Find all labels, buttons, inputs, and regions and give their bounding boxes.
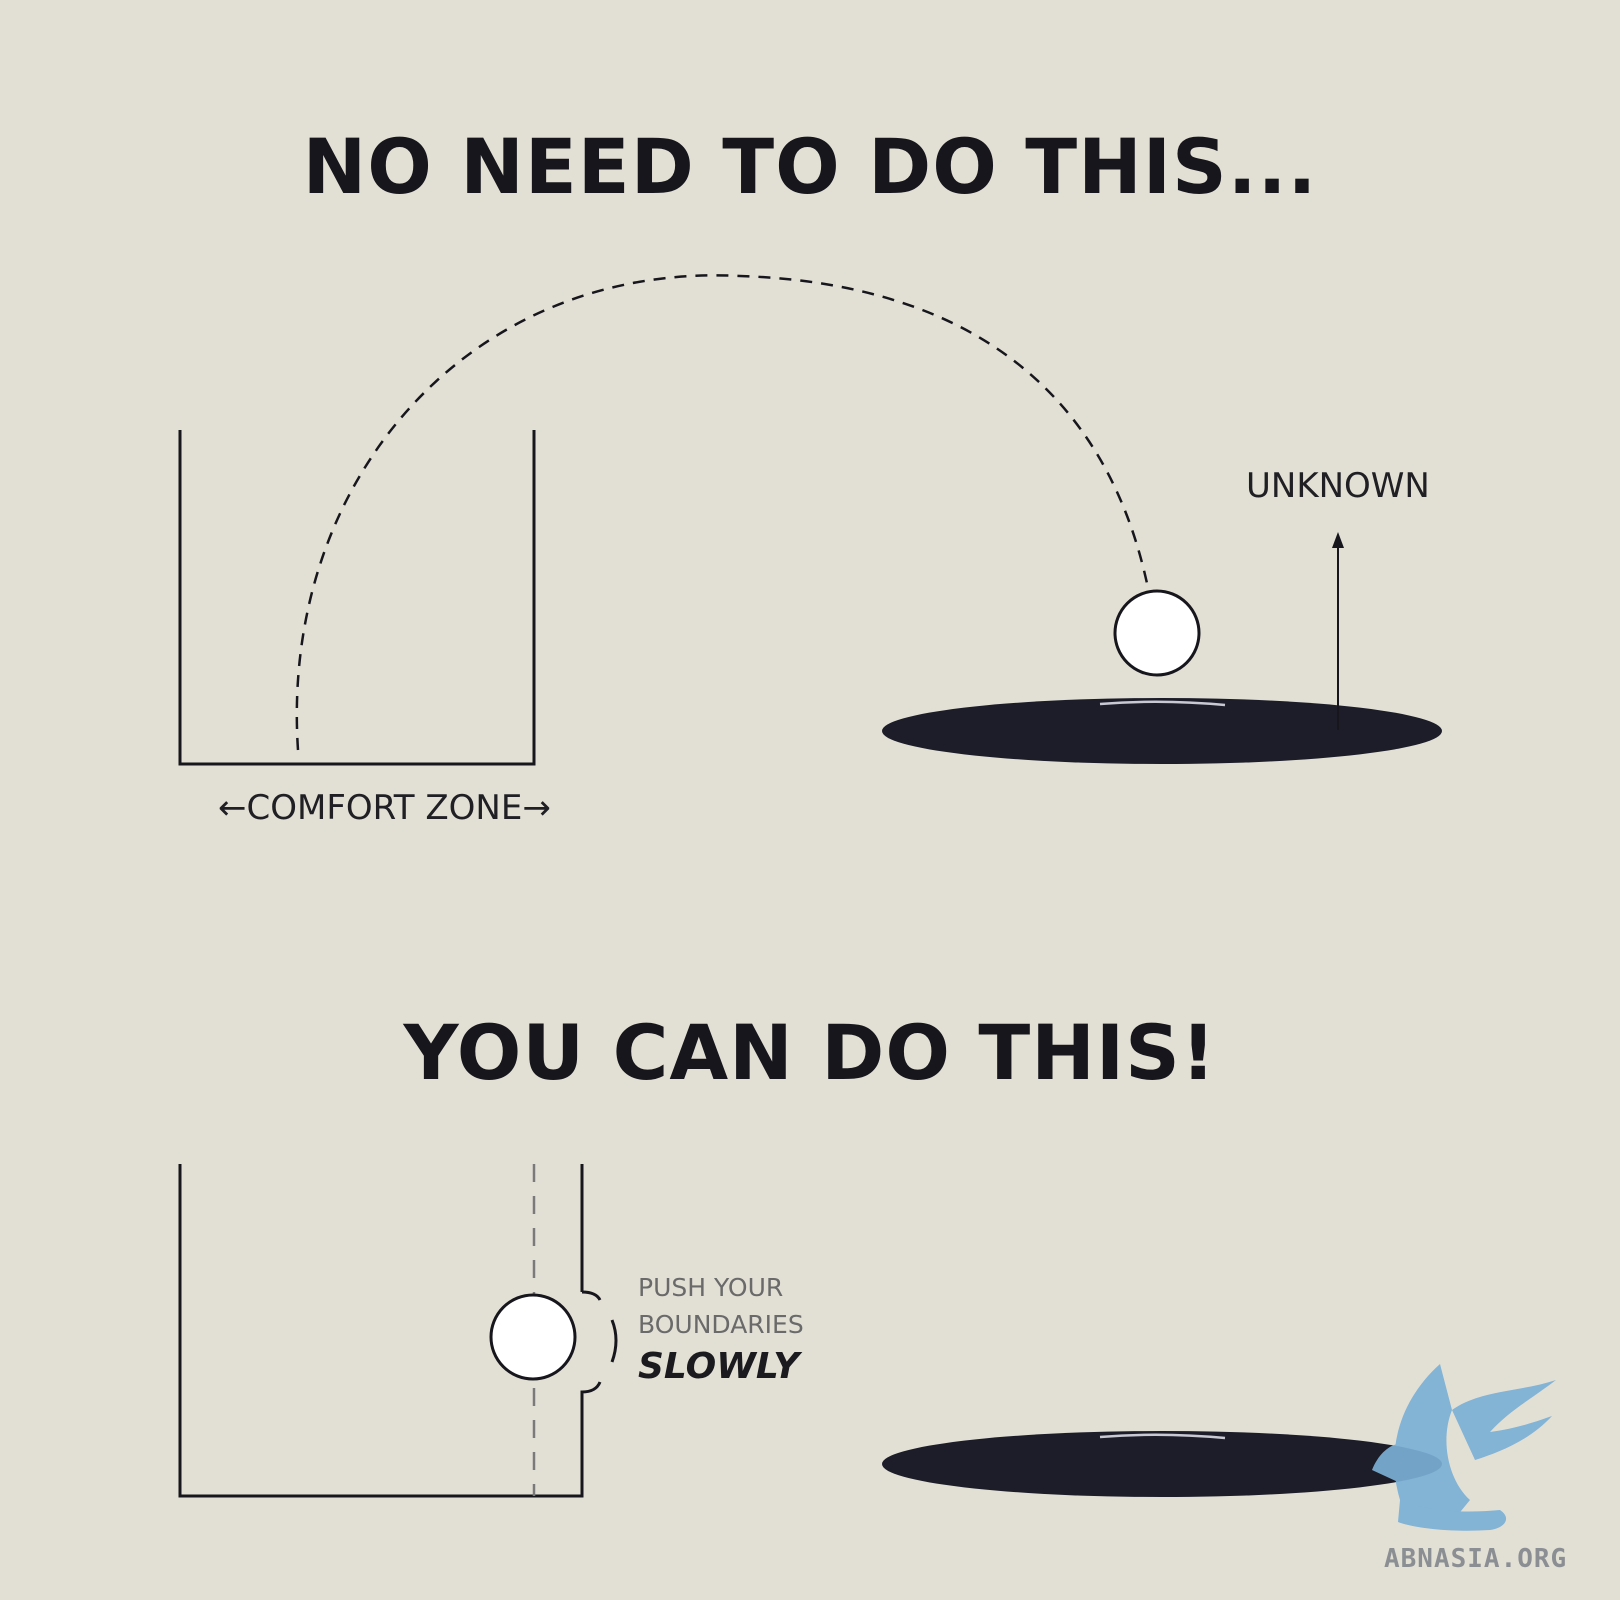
heading-no-need: NO NEED TO DO THIS... (302, 122, 1318, 211)
push-your-label: PUSH YOUR (638, 1273, 784, 1302)
hole-highlight-top (1099, 700, 1226, 707)
slowly-label: SLOWLY (638, 1346, 800, 1387)
unknown-label: UNKNOWN (1246, 466, 1430, 506)
watermark-text: ABNASIA.ORG (1384, 1544, 1568, 1574)
comfort-zone-label: ←COMFORT ZONE→ (218, 788, 551, 828)
unknown-arrow-head (1332, 532, 1344, 548)
hole-highlight-bottom (1099, 1433, 1226, 1440)
ball-top (1113, 589, 1201, 677)
comfort-zone-box-top (178, 430, 536, 766)
unknown-hole-bottom (882, 1431, 1442, 1497)
jump-trajectory (295, 274, 1150, 751)
comfort-zone-box-bottom-left (178, 1164, 584, 1498)
boundary-bulge (580, 1290, 618, 1424)
heading-you-can: YOU CAN DO THIS! (403, 1008, 1217, 1097)
winged-lion-logo-icon (1372, 1364, 1556, 1531)
unknown-hole-top (882, 698, 1442, 764)
boundaries-label: BOUNDARIES (638, 1310, 804, 1339)
ball-bottom (489, 1293, 577, 1381)
